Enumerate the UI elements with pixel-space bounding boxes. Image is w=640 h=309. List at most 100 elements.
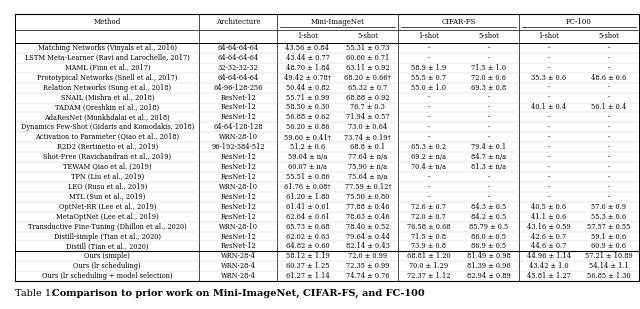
Text: 64.82 ± 0.60: 64.82 ± 0.60 xyxy=(285,243,329,251)
Text: -: - xyxy=(548,84,550,92)
Text: Matching Networks (Vinyals et al., 2016): Matching Networks (Vinyals et al., 2016) xyxy=(38,44,177,52)
Text: WRN-28-4: WRN-28-4 xyxy=(221,262,256,270)
Text: 41.1 ± 0.6: 41.1 ± 0.6 xyxy=(531,213,566,221)
Text: 68.88 ± 0.92: 68.88 ± 0.92 xyxy=(346,94,390,102)
Text: 55.31 ± 0.73: 55.31 ± 0.73 xyxy=(346,44,390,52)
Text: 72.6 ± 0.7: 72.6 ± 0.7 xyxy=(411,203,446,211)
Text: -: - xyxy=(548,44,550,52)
Text: 61.20 ± 1.80: 61.20 ± 1.80 xyxy=(285,193,329,201)
Text: 65.73 ± 0.68: 65.73 ± 0.68 xyxy=(285,222,329,231)
Text: -: - xyxy=(428,113,429,121)
Text: 68.8 ± 0.1: 68.8 ± 0.1 xyxy=(350,143,385,151)
Text: 77.64 ± n/a: 77.64 ± n/a xyxy=(348,153,387,161)
Text: 64-64-128-128: 64-64-128-128 xyxy=(214,123,263,131)
Text: ResNet-12: ResNet-12 xyxy=(220,173,256,181)
Text: -: - xyxy=(608,193,610,201)
Text: -: - xyxy=(428,193,429,201)
Text: -: - xyxy=(548,193,550,201)
Text: Comparison to prior work on Mini-ImageNet, CIFAR-FS, and FC-100: Comparison to prior work on Mini-ImageNe… xyxy=(52,289,424,298)
Text: -: - xyxy=(548,183,550,191)
Text: -: - xyxy=(488,104,490,112)
Text: -: - xyxy=(548,153,550,161)
Text: TPN (Liu et al., 2019): TPN (Liu et al., 2019) xyxy=(70,173,144,181)
Text: 64-64-64-64: 64-64-64-64 xyxy=(218,54,259,62)
Text: 1-shot: 1-shot xyxy=(418,32,439,40)
Text: LSTM Meta-Learner (Ravi and Larochelle, 2017): LSTM Meta-Learner (Ravi and Larochelle, … xyxy=(25,54,189,62)
Text: 5-shot: 5-shot xyxy=(598,32,620,40)
Text: 84.3 ± 0.5: 84.3 ± 0.5 xyxy=(471,203,506,211)
Text: 40.5 ± 0.6: 40.5 ± 0.6 xyxy=(531,203,566,211)
Text: 59.60 ± 0.41†: 59.60 ± 0.41† xyxy=(284,133,331,141)
Text: ResNet-12: ResNet-12 xyxy=(220,113,256,121)
Text: 69.2 ± n/a: 69.2 ± n/a xyxy=(411,153,446,161)
Text: -: - xyxy=(608,153,610,161)
Text: 86.9 ± 0.5: 86.9 ± 0.5 xyxy=(471,243,506,251)
Text: -: - xyxy=(608,173,610,181)
Text: 54.14 ± 1.1: 54.14 ± 1.1 xyxy=(589,262,628,270)
Text: -: - xyxy=(488,183,490,191)
Text: 63.11 ± 0.92: 63.11 ± 0.92 xyxy=(346,64,390,72)
Text: Distill (Tian et al., 2020): Distill (Tian et al., 2020) xyxy=(66,243,148,251)
Text: 72.0 ± 0.99: 72.0 ± 0.99 xyxy=(348,252,387,260)
Text: 42.6 ± 0.7: 42.6 ± 0.7 xyxy=(531,232,566,240)
Text: 51.2 ± 0.6: 51.2 ± 0.6 xyxy=(290,143,325,151)
Text: 55.71 ± 0.99: 55.71 ± 0.99 xyxy=(285,94,329,102)
Text: MTL (Sun et al., 2019): MTL (Sun et al., 2019) xyxy=(69,193,145,201)
Text: 56.1 ± 0.4: 56.1 ± 0.4 xyxy=(591,104,627,112)
Text: Relation Networks (Sung et al., 2018): Relation Networks (Sung et al., 2018) xyxy=(44,84,172,92)
Text: 60.60 ± 0.71: 60.60 ± 0.71 xyxy=(346,54,390,62)
Text: WRN-28-4: WRN-28-4 xyxy=(221,252,256,260)
Text: 44.96 ± 1.14: 44.96 ± 1.14 xyxy=(527,252,571,260)
Text: 73.74 ± 0.19†: 73.74 ± 0.19† xyxy=(344,133,391,141)
Text: ResNet-12: ResNet-12 xyxy=(220,153,256,161)
Text: Shot-Free (Ravichandran et al., 2019): Shot-Free (Ravichandran et al., 2019) xyxy=(44,153,172,161)
Text: 1-shot: 1-shot xyxy=(297,32,318,40)
Text: -: - xyxy=(608,94,610,102)
Text: 60.37 ± 1.25: 60.37 ± 1.25 xyxy=(285,262,329,270)
Text: -: - xyxy=(428,54,429,62)
Text: -: - xyxy=(548,54,550,62)
Text: 73.9 ± 0.8: 73.9 ± 0.8 xyxy=(411,243,446,251)
Text: WRN-28-10: WRN-28-10 xyxy=(219,183,258,191)
Text: -: - xyxy=(608,123,610,131)
Text: 71.5 ± 1.0: 71.5 ± 1.0 xyxy=(471,64,506,72)
Text: 43.44 ± 0.77: 43.44 ± 0.77 xyxy=(285,54,329,62)
Text: 86.0 ± 0.5: 86.0 ± 0.5 xyxy=(471,232,506,240)
Text: 78.40 ± 0.52: 78.40 ± 0.52 xyxy=(346,222,390,231)
Text: 69.3 ± 0.8: 69.3 ± 0.8 xyxy=(471,84,506,92)
Text: 68.81 ± 1.20: 68.81 ± 1.20 xyxy=(406,252,450,260)
Text: Dynamics Few-Shot (Gidaris and Komodakis, 2018): Dynamics Few-Shot (Gidaris and Komodakis… xyxy=(20,123,194,131)
Text: AdaResNet (Munkhdalai et al., 2018): AdaResNet (Munkhdalai et al., 2018) xyxy=(44,113,170,121)
Text: 79.64 ± 0.44: 79.64 ± 0.44 xyxy=(346,232,390,240)
Text: 1-shot: 1-shot xyxy=(538,32,559,40)
Text: 76.58 ± 0.68: 76.58 ± 0.68 xyxy=(406,222,450,231)
Text: 61.27 ± 1.14: 61.27 ± 1.14 xyxy=(285,272,329,280)
Text: 55.51 ± 0.86: 55.51 ± 0.86 xyxy=(285,173,329,181)
Text: ResNet-12: ResNet-12 xyxy=(220,203,256,211)
Text: -: - xyxy=(608,54,610,62)
Text: 82.14 ± 0.43: 82.14 ± 0.43 xyxy=(346,243,390,251)
Text: 5-shot: 5-shot xyxy=(478,32,499,40)
Text: -: - xyxy=(548,133,550,141)
Text: 58.12 ± 1.19: 58.12 ± 1.19 xyxy=(285,252,329,260)
Text: 44.6 ± 0.7: 44.6 ± 0.7 xyxy=(531,243,566,251)
Text: 77.88 ± 0.46: 77.88 ± 0.46 xyxy=(346,203,390,211)
Text: -: - xyxy=(608,84,610,92)
Text: 58.9 ± 1.9: 58.9 ± 1.9 xyxy=(411,64,446,72)
Text: MAML (Finn et al., 2017): MAML (Finn et al., 2017) xyxy=(65,64,150,72)
Text: -: - xyxy=(548,64,550,72)
Text: -: - xyxy=(548,143,550,151)
Text: 56.20 ± 0.86: 56.20 ± 0.86 xyxy=(285,123,329,131)
Text: 81.49 ± 0.98: 81.49 ± 0.98 xyxy=(467,252,511,260)
Text: -: - xyxy=(428,183,429,191)
Text: 48.6 ± 0.6: 48.6 ± 0.6 xyxy=(591,74,627,82)
Text: ResNet-12: ResNet-12 xyxy=(220,213,256,221)
Text: 70.0 ± 1.29: 70.0 ± 1.29 xyxy=(409,262,448,270)
Text: -: - xyxy=(608,143,610,151)
Text: 55.3 ± 0.6: 55.3 ± 0.6 xyxy=(591,213,627,221)
Text: 72.0 ± 0.6: 72.0 ± 0.6 xyxy=(472,74,506,82)
Text: 71.5 ± 0.8: 71.5 ± 0.8 xyxy=(411,232,446,240)
Text: ResNet-12: ResNet-12 xyxy=(220,94,256,102)
Text: 35.3 ± 0.6: 35.3 ± 0.6 xyxy=(531,74,566,82)
Text: -: - xyxy=(428,94,429,102)
